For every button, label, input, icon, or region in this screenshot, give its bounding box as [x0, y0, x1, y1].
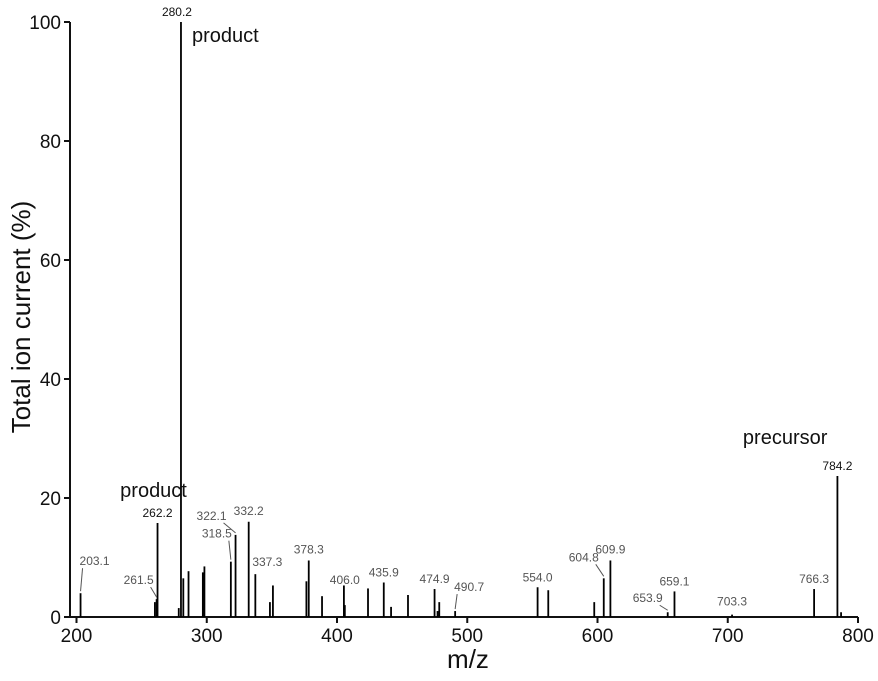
- y-tick-label: 40: [40, 370, 61, 391]
- peak-label: 318.5: [202, 527, 232, 541]
- peak-label: 604.8: [569, 550, 599, 564]
- peak-label-leader: [595, 564, 605, 577]
- y-tick-label: 100: [29, 13, 61, 34]
- peak-label-leader: [454, 593, 458, 610]
- peak-label: 280.2: [162, 5, 192, 19]
- annotation-product: product: [192, 25, 259, 47]
- peak-label: 490.7: [454, 580, 484, 594]
- y-tick-label: 0: [50, 608, 61, 629]
- peak-label: 262.2: [143, 506, 173, 520]
- y-tick-label: 80: [40, 132, 61, 153]
- peak-label: 784.2: [822, 459, 852, 473]
- peak-label: 322.1: [197, 509, 227, 523]
- x-tick-label: 200: [61, 626, 93, 647]
- peak-label: 261.5: [124, 573, 154, 587]
- peak-label: 435.9: [369, 565, 399, 579]
- x-tick-label: 300: [191, 626, 223, 647]
- peaks: [79, 22, 842, 617]
- peak-label: 609.9: [595, 542, 625, 556]
- x-tick-label: 600: [582, 626, 614, 647]
- peak-label: 554.0: [523, 570, 553, 584]
- annotation-product: product: [120, 480, 187, 502]
- x-tick-label: 800: [842, 626, 874, 647]
- annotation-precursor: precursor: [743, 427, 828, 449]
- y-axis-title: Total ion current (%): [6, 201, 36, 434]
- peak-labels: 203.1 261.5 262.2 280.2 318.5 322.1 332.2 337.3…: [80, 5, 853, 611]
- axes: 200 300 400 500 600 700 800 0 20 40 60 80 100: [29, 13, 874, 647]
- peak-label: 474.9: [420, 572, 450, 586]
- peak-label: 703.3: [717, 595, 747, 609]
- peak-label: 337.3: [252, 555, 282, 569]
- peak-label: 378.3: [294, 542, 324, 556]
- x-tick-label: 400: [321, 626, 353, 647]
- peak-label-leader: [659, 604, 668, 611]
- peak-label: 766.3: [799, 572, 829, 586]
- peak-label-leader: [80, 568, 84, 592]
- peak-label: 406.0: [330, 573, 360, 587]
- peak-label-leader: [223, 522, 236, 534]
- x-tick-label: 700: [712, 626, 744, 647]
- peak-label: 659.1: [659, 574, 689, 588]
- peak-label: 653.9: [633, 591, 663, 605]
- x-tick-label: 500: [451, 626, 483, 647]
- peak-label: 332.2: [234, 504, 264, 518]
- peak-label: 203.1: [80, 554, 110, 568]
- x-axis-title: m/z: [447, 644, 489, 674]
- peak-label-leader: [150, 586, 158, 598]
- peak-label-leader: [228, 540, 232, 560]
- y-tick-label: 60: [40, 251, 61, 272]
- y-tick-label: 20: [40, 489, 61, 510]
